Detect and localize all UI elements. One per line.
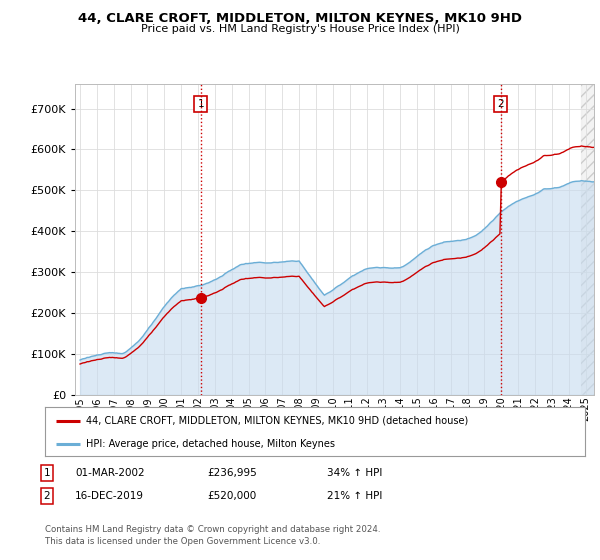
- Text: £236,995: £236,995: [207, 468, 257, 478]
- Bar: [581, 84, 600, 395]
- Text: 2: 2: [497, 99, 504, 109]
- Text: 1: 1: [197, 99, 204, 109]
- Bar: [581, 84, 600, 395]
- Text: Price paid vs. HM Land Registry's House Price Index (HPI): Price paid vs. HM Land Registry's House …: [140, 24, 460, 34]
- Text: 01-MAR-2002: 01-MAR-2002: [75, 468, 145, 478]
- Text: 44, CLARE CROFT, MIDDLETON, MILTON KEYNES, MK10 9HD (detached house): 44, CLARE CROFT, MIDDLETON, MILTON KEYNE…: [86, 416, 468, 426]
- Text: Contains HM Land Registry data © Crown copyright and database right 2024.
This d: Contains HM Land Registry data © Crown c…: [45, 525, 380, 546]
- Text: 2: 2: [43, 491, 50, 501]
- Text: £520,000: £520,000: [207, 491, 256, 501]
- Text: 1: 1: [43, 468, 50, 478]
- Text: HPI: Average price, detached house, Milton Keynes: HPI: Average price, detached house, Milt…: [86, 439, 335, 449]
- Text: 34% ↑ HPI: 34% ↑ HPI: [327, 468, 382, 478]
- Text: 44, CLARE CROFT, MIDDLETON, MILTON KEYNES, MK10 9HD: 44, CLARE CROFT, MIDDLETON, MILTON KEYNE…: [78, 12, 522, 25]
- Text: 16-DEC-2019: 16-DEC-2019: [75, 491, 144, 501]
- Text: 21% ↑ HPI: 21% ↑ HPI: [327, 491, 382, 501]
